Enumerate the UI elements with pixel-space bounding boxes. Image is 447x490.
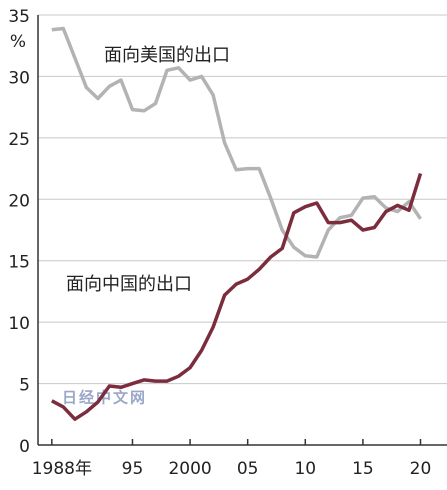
annotation: 面向美国的出口 (104, 45, 230, 66)
series-line (51, 26, 422, 259)
y-unit: % (10, 32, 26, 52)
y-tick-label: 30 (8, 68, 30, 88)
series-line (50, 172, 423, 421)
y-tick-label: 15 (8, 253, 30, 273)
y-tick-label: 5 (19, 376, 30, 396)
y-tick-label: 35 (8, 7, 30, 27)
x-tick-label: 05 (237, 459, 259, 479)
x-tick-label: 20 (410, 459, 432, 479)
annotation: 面向中国的出口 (66, 274, 192, 295)
y-tick-label: 0 (19, 437, 30, 457)
x-tick-label: 1988年 (32, 459, 92, 479)
watermark: 日经中文网 (62, 389, 147, 407)
x-tick-label: 95 (122, 459, 144, 479)
x-tick-label: 10 (294, 459, 316, 479)
x-tick-label: 2000 (168, 459, 211, 479)
y-tick-label: 10 (8, 314, 30, 334)
y-tick-label: 20 (8, 191, 30, 211)
y-tick-label: 25 (8, 130, 30, 150)
x-tick-label: 15 (352, 459, 374, 479)
